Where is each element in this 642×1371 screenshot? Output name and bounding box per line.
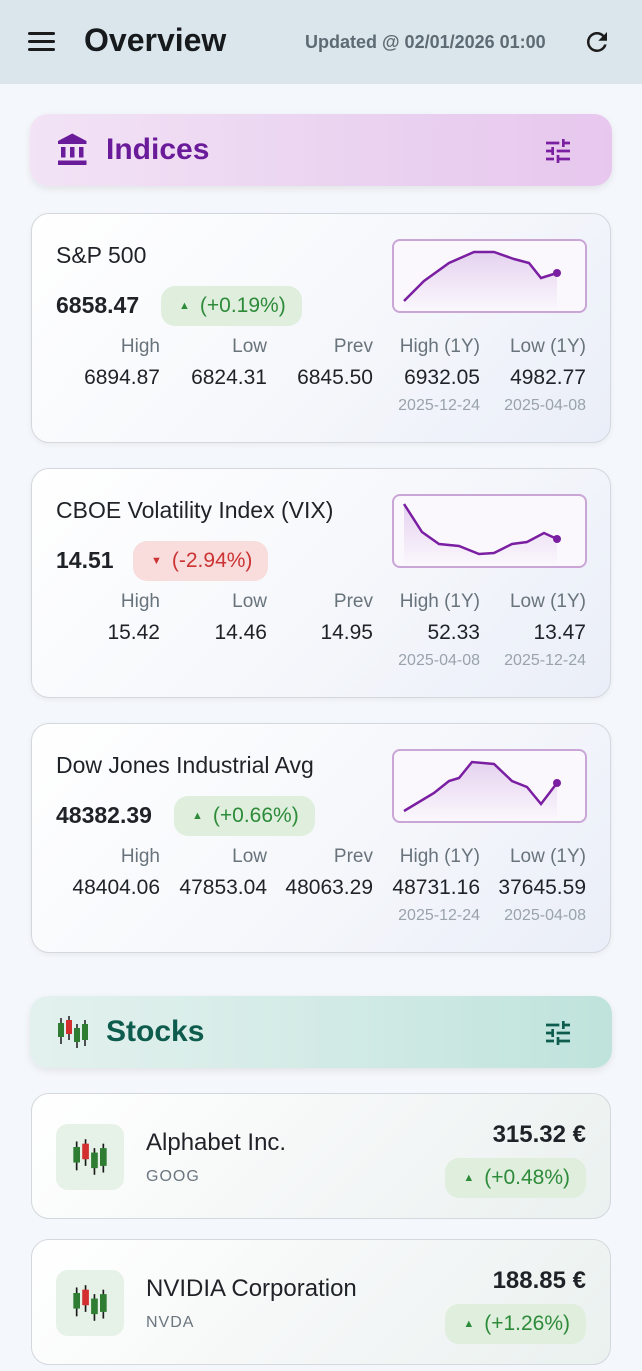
- stat-label-low: Low: [232, 846, 267, 867]
- candlestick-chart-icon: [55, 1014, 91, 1050]
- stock-name: NVIDIA Corporation: [146, 1275, 357, 1302]
- refresh-icon[interactable]: [582, 27, 612, 57]
- arrow-up-icon: ▲: [463, 1318, 475, 1330]
- index-card-dow[interactable]: Dow Jones Industrial Avg 48382.39 ▲ (+0.…: [31, 723, 611, 953]
- stat-label-high-1y: High (1Y): [399, 846, 480, 867]
- arrow-up-icon: ▲: [192, 810, 203, 822]
- arrow-down-icon: ▼: [151, 555, 162, 567]
- stat-value-low: 47853.04: [179, 876, 267, 899]
- sparkline-chart: [392, 749, 587, 823]
- stat-value-low-1y: 4982.77: [510, 366, 586, 389]
- index-name: Dow Jones Industrial Avg: [56, 752, 314, 778]
- stock-ticker: GOOG: [146, 1168, 200, 1185]
- hamburger-menu-icon[interactable]: [26, 28, 58, 56]
- stock-card-goog[interactable]: Alphabet Inc. GOOG 315.32 € ▲ (+0.48%): [31, 1093, 611, 1219]
- change-percent: (+0.48%): [484, 1166, 570, 1189]
- stat-date-high-1y: 2025-12-24: [398, 907, 480, 924]
- stocks-section-header: Stocks: [30, 996, 612, 1068]
- page-title: Overview: [84, 22, 227, 58]
- stat-date-low-1y: 2025-04-08: [504, 397, 586, 414]
- stock-ticker: NVDA: [146, 1314, 195, 1331]
- change-badge: ▲ (+1.26%): [445, 1304, 586, 1344]
- stat-value-low: 14.46: [214, 621, 267, 644]
- index-card-sp500[interactable]: S&P 500 6858.47 ▲ (+0.19%) High Low Prev…: [31, 213, 611, 443]
- change-badge: ▲ (+0.66%): [174, 796, 315, 836]
- stat-label-low-1y: Low (1Y): [509, 336, 586, 357]
- index-card-vix[interactable]: CBOE Volatility Index (VIX) 14.51 ▼ (-2.…: [31, 468, 611, 698]
- stock-price: 188.85 €: [492, 1267, 586, 1294]
- stat-value-high-1y: 48731.16: [392, 876, 480, 899]
- stock-card-nvda[interactable]: NVIDIA Corporation NVDA 188.85 € ▲ (+1.2…: [31, 1239, 611, 1365]
- stat-label-low: Low: [232, 591, 267, 612]
- change-badge: ▲ (+0.19%): [161, 286, 302, 326]
- index-price: 6858.47: [56, 292, 140, 318]
- stat-label-high: High: [120, 336, 160, 357]
- stat-value-prev: 6845.50: [297, 366, 373, 389]
- stat-label-low-1y: Low (1Y): [509, 591, 586, 612]
- change-percent: (-2.94%): [171, 549, 253, 572]
- change-percent: (+1.26%): [484, 1312, 570, 1335]
- stat-date-low-1y: 2025-12-24: [504, 652, 586, 669]
- sparkline-chart: [392, 494, 587, 568]
- candlestick-chart-icon: [56, 1124, 124, 1190]
- stat-value-high-1y: 52.33: [427, 621, 480, 644]
- stat-label-high-1y: High (1Y): [399, 336, 480, 357]
- tune-icon[interactable]: [542, 135, 574, 167]
- bank-icon: [55, 132, 91, 168]
- stock-price: 315.32 €: [492, 1121, 586, 1148]
- stat-value-high: 15.42: [107, 621, 160, 644]
- indices-section-header: Indices: [30, 114, 612, 186]
- stock-name: Alphabet Inc.: [146, 1129, 287, 1156]
- stat-label-high-1y: High (1Y): [399, 591, 480, 612]
- stat-date-high-1y: 2025-04-08: [398, 652, 480, 669]
- stat-date-high-1y: 2025-12-24: [398, 397, 480, 414]
- last-updated-text: Updated @ 02/01/2026 01:00: [305, 32, 546, 52]
- stat-value-low: 6824.31: [191, 366, 267, 389]
- stat-label-prev: Prev: [333, 336, 373, 357]
- stat-value-low-1y: 37645.59: [498, 876, 586, 899]
- stat-label-prev: Prev: [333, 846, 373, 867]
- stat-value-low-1y: 13.47: [533, 621, 586, 644]
- stat-date-low-1y: 2025-04-08: [504, 907, 586, 924]
- change-percent: (+0.66%): [212, 804, 299, 827]
- stat-label-prev: Prev: [333, 591, 373, 612]
- top-app-bar: Overview Updated @ 02/01/2026 01:00: [0, 0, 642, 84]
- index-name: CBOE Volatility Index (VIX): [56, 497, 334, 523]
- stat-label-high: High: [120, 591, 160, 612]
- stat-value-high: 6894.87: [84, 366, 160, 389]
- indices-section-title: Indices: [106, 133, 210, 166]
- index-name: S&P 500: [56, 242, 147, 268]
- arrow-up-icon: ▲: [179, 300, 190, 312]
- stat-value-prev: 14.95: [320, 621, 373, 644]
- change-badge: ▼ (-2.94%): [133, 541, 269, 581]
- arrow-up-icon: ▲: [463, 1172, 475, 1184]
- stat-label-low-1y: Low (1Y): [509, 846, 586, 867]
- candlestick-chart-icon: [56, 1270, 124, 1336]
- change-percent: (+0.19%): [199, 294, 286, 317]
- stocks-section-title: Stocks: [106, 1015, 205, 1048]
- stat-value-high-1y: 6932.05: [404, 366, 480, 389]
- stat-label-high: High: [120, 846, 160, 867]
- index-price: 14.51: [56, 547, 114, 573]
- stat-value-high: 48404.06: [72, 876, 160, 899]
- sparkline-chart: [392, 239, 587, 313]
- index-price: 48382.39: [56, 802, 152, 828]
- stat-label-low: Low: [232, 336, 267, 357]
- change-badge: ▲ (+0.48%): [445, 1158, 586, 1198]
- tune-icon[interactable]: [542, 1017, 574, 1049]
- stat-value-prev: 48063.29: [285, 876, 373, 899]
